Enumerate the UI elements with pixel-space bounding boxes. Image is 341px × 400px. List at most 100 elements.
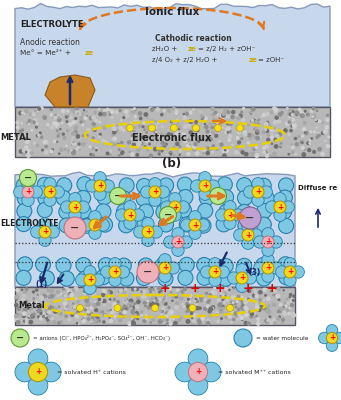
Circle shape <box>104 293 106 296</box>
Circle shape <box>225 131 227 134</box>
Circle shape <box>108 301 110 302</box>
Circle shape <box>195 299 197 301</box>
Circle shape <box>265 122 268 126</box>
Circle shape <box>69 192 81 205</box>
Circle shape <box>295 143 298 146</box>
Circle shape <box>261 116 262 117</box>
Circle shape <box>161 313 163 315</box>
Circle shape <box>118 318 122 322</box>
Bar <box>15 107 330 157</box>
Circle shape <box>44 295 46 297</box>
Circle shape <box>11 329 29 347</box>
Circle shape <box>137 296 139 299</box>
Circle shape <box>223 151 225 153</box>
Circle shape <box>240 149 243 152</box>
Circle shape <box>150 303 153 306</box>
Circle shape <box>291 144 292 145</box>
Text: +: + <box>112 268 118 276</box>
Circle shape <box>204 307 207 310</box>
Circle shape <box>77 113 78 114</box>
Circle shape <box>253 300 254 302</box>
Circle shape <box>257 318 260 320</box>
Circle shape <box>151 296 155 299</box>
Circle shape <box>19 150 23 153</box>
Circle shape <box>16 216 31 232</box>
Circle shape <box>253 294 255 297</box>
Circle shape <box>211 132 214 134</box>
Circle shape <box>174 146 176 148</box>
Circle shape <box>149 136 151 137</box>
Circle shape <box>183 114 184 115</box>
Circle shape <box>72 151 75 155</box>
Text: = water molecule: = water molecule <box>256 336 309 340</box>
Circle shape <box>237 152 239 154</box>
Circle shape <box>64 288 66 290</box>
Circle shape <box>15 318 18 322</box>
Circle shape <box>212 151 213 153</box>
Circle shape <box>266 307 269 310</box>
Circle shape <box>217 302 219 304</box>
Circle shape <box>80 116 83 119</box>
Circle shape <box>118 149 120 150</box>
Text: −: − <box>16 333 24 343</box>
Circle shape <box>110 142 114 146</box>
Circle shape <box>185 140 187 142</box>
Circle shape <box>99 128 100 129</box>
Circle shape <box>236 280 248 292</box>
Circle shape <box>84 117 87 120</box>
Circle shape <box>165 143 167 145</box>
Circle shape <box>262 306 266 309</box>
Circle shape <box>199 136 203 139</box>
Circle shape <box>55 308 57 309</box>
Circle shape <box>99 298 102 302</box>
Circle shape <box>231 304 232 306</box>
Circle shape <box>259 191 274 206</box>
Circle shape <box>123 288 126 290</box>
Circle shape <box>94 126 97 129</box>
Circle shape <box>273 305 276 307</box>
Circle shape <box>312 107 315 110</box>
Circle shape <box>232 296 233 298</box>
Circle shape <box>56 126 57 127</box>
Circle shape <box>236 114 238 116</box>
Circle shape <box>235 151 237 154</box>
Circle shape <box>74 106 78 110</box>
Circle shape <box>183 306 185 308</box>
Circle shape <box>26 288 28 290</box>
Circle shape <box>227 127 230 130</box>
Circle shape <box>58 314 59 316</box>
Circle shape <box>124 217 136 230</box>
Circle shape <box>242 305 243 307</box>
Circle shape <box>79 149 80 150</box>
Circle shape <box>19 170 36 186</box>
Circle shape <box>134 122 135 123</box>
Circle shape <box>266 201 278 213</box>
Circle shape <box>198 298 201 301</box>
Circle shape <box>262 254 274 266</box>
Circle shape <box>65 306 68 309</box>
Circle shape <box>134 303 137 306</box>
Circle shape <box>75 118 77 120</box>
Circle shape <box>274 138 276 140</box>
Circle shape <box>132 303 134 305</box>
Circle shape <box>254 128 256 130</box>
Circle shape <box>122 308 125 310</box>
Circle shape <box>274 108 278 112</box>
Circle shape <box>76 312 78 314</box>
Circle shape <box>263 147 265 149</box>
Circle shape <box>110 311 113 314</box>
Circle shape <box>186 312 188 313</box>
Circle shape <box>167 154 168 156</box>
Circle shape <box>50 150 53 153</box>
Text: +: + <box>92 220 98 230</box>
Circle shape <box>25 131 28 134</box>
Circle shape <box>270 128 273 131</box>
Circle shape <box>145 305 146 307</box>
Circle shape <box>64 288 66 290</box>
Circle shape <box>141 142 143 144</box>
Circle shape <box>194 304 198 308</box>
Circle shape <box>220 143 223 146</box>
Circle shape <box>265 319 268 323</box>
Text: +: + <box>277 202 283 212</box>
Circle shape <box>105 292 107 293</box>
